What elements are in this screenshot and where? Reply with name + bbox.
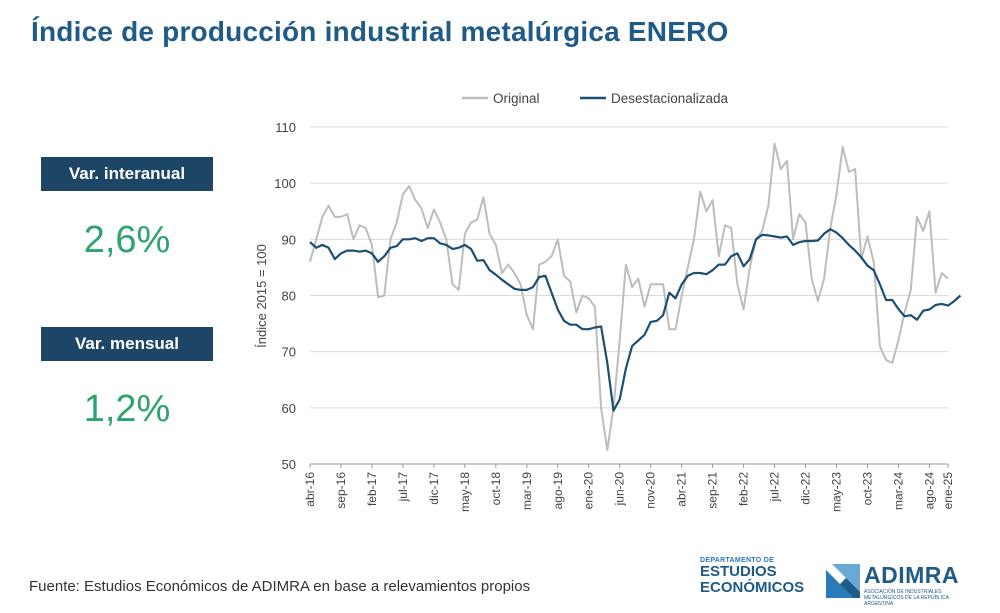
kpi-label-mensual: Var. mensual: [41, 327, 213, 361]
y-axis-label: Índice 2015 = 100: [254, 244, 269, 348]
x-tick-label: jun-20: [613, 472, 627, 507]
x-tick-label: jul-17: [396, 472, 410, 503]
adimra-logo: ADIMRA ASOCIACIÓN DE INDUSTRIALES METALÚ…: [826, 562, 966, 607]
y-tick-label: 90: [282, 232, 296, 247]
estudios-economicos-logo: DEPARTAMENTO DE ESTUDIOS ECONÓMICOS: [700, 557, 815, 603]
logo-ee-small: DEPARTAMENTO DE: [700, 557, 775, 564]
logo-ee-line2: ECONÓMICOS: [700, 579, 805, 596]
x-tick-label: ago-24: [922, 472, 936, 510]
x-tick-label: abr-16: [303, 472, 317, 507]
page-title: Índice de producción industrial metalúrg…: [31, 16, 729, 47]
y-tick-label: 110: [275, 120, 296, 135]
kpi-label-interanual: Var. interanual: [41, 157, 213, 191]
legend-label: Desestacionalizada: [611, 91, 729, 106]
x-tick-label: oct-23: [860, 472, 874, 506]
x-tick-label: nov-20: [644, 472, 658, 509]
x-tick-label: dic-22: [799, 472, 813, 505]
source-note: Fuente: Estudios Económicos de ADIMRA en…: [29, 578, 531, 595]
series-line-desestacionalizada: [309, 228, 962, 412]
y-tick-label: 60: [282, 401, 296, 416]
x-tick-label: dic-17: [427, 472, 441, 505]
y-tick-label: 70: [282, 345, 296, 360]
adimra-wordmark: ADIMRA: [864, 562, 959, 588]
x-tick-label: mar-24: [891, 472, 905, 510]
x-tick-label: sep-21: [706, 472, 720, 509]
adimra-mark-icon: [826, 564, 860, 598]
x-tick-label: ene-25: [941, 472, 955, 510]
kpi-value-mensual: 1,2%: [83, 388, 171, 430]
series-line-original: [309, 142, 949, 451]
kpi-value-interanual: 2,6%: [83, 219, 171, 261]
x-tick-label: mar-19: [520, 472, 534, 510]
x-tick-label: jul-22: [768, 472, 782, 503]
legend-label: Original: [493, 91, 540, 106]
x-tick-label: ago-19: [551, 472, 565, 510]
x-tick-label: abr-21: [675, 472, 689, 507]
x-tick-label: feb-17: [365, 472, 379, 506]
logo-ee-line1: ESTUDIOS: [700, 563, 777, 580]
y-tick-label: 100: [274, 176, 296, 191]
y-tick-label: 80: [282, 289, 296, 304]
x-tick-label: sep-16: [334, 472, 348, 509]
adimra-subtitle: ASOCIACIÓN DE INDUSTRIALES METALÚRGICOS …: [864, 589, 949, 607]
x-tick-label: may-18: [458, 472, 472, 512]
x-tick-label: may-23: [830, 472, 844, 512]
x-tick-label: oct-18: [489, 472, 503, 506]
x-tick-label: feb-22: [737, 472, 751, 506]
y-tick-label: 50: [282, 457, 296, 472]
x-tick-label: ene-20: [582, 472, 596, 510]
